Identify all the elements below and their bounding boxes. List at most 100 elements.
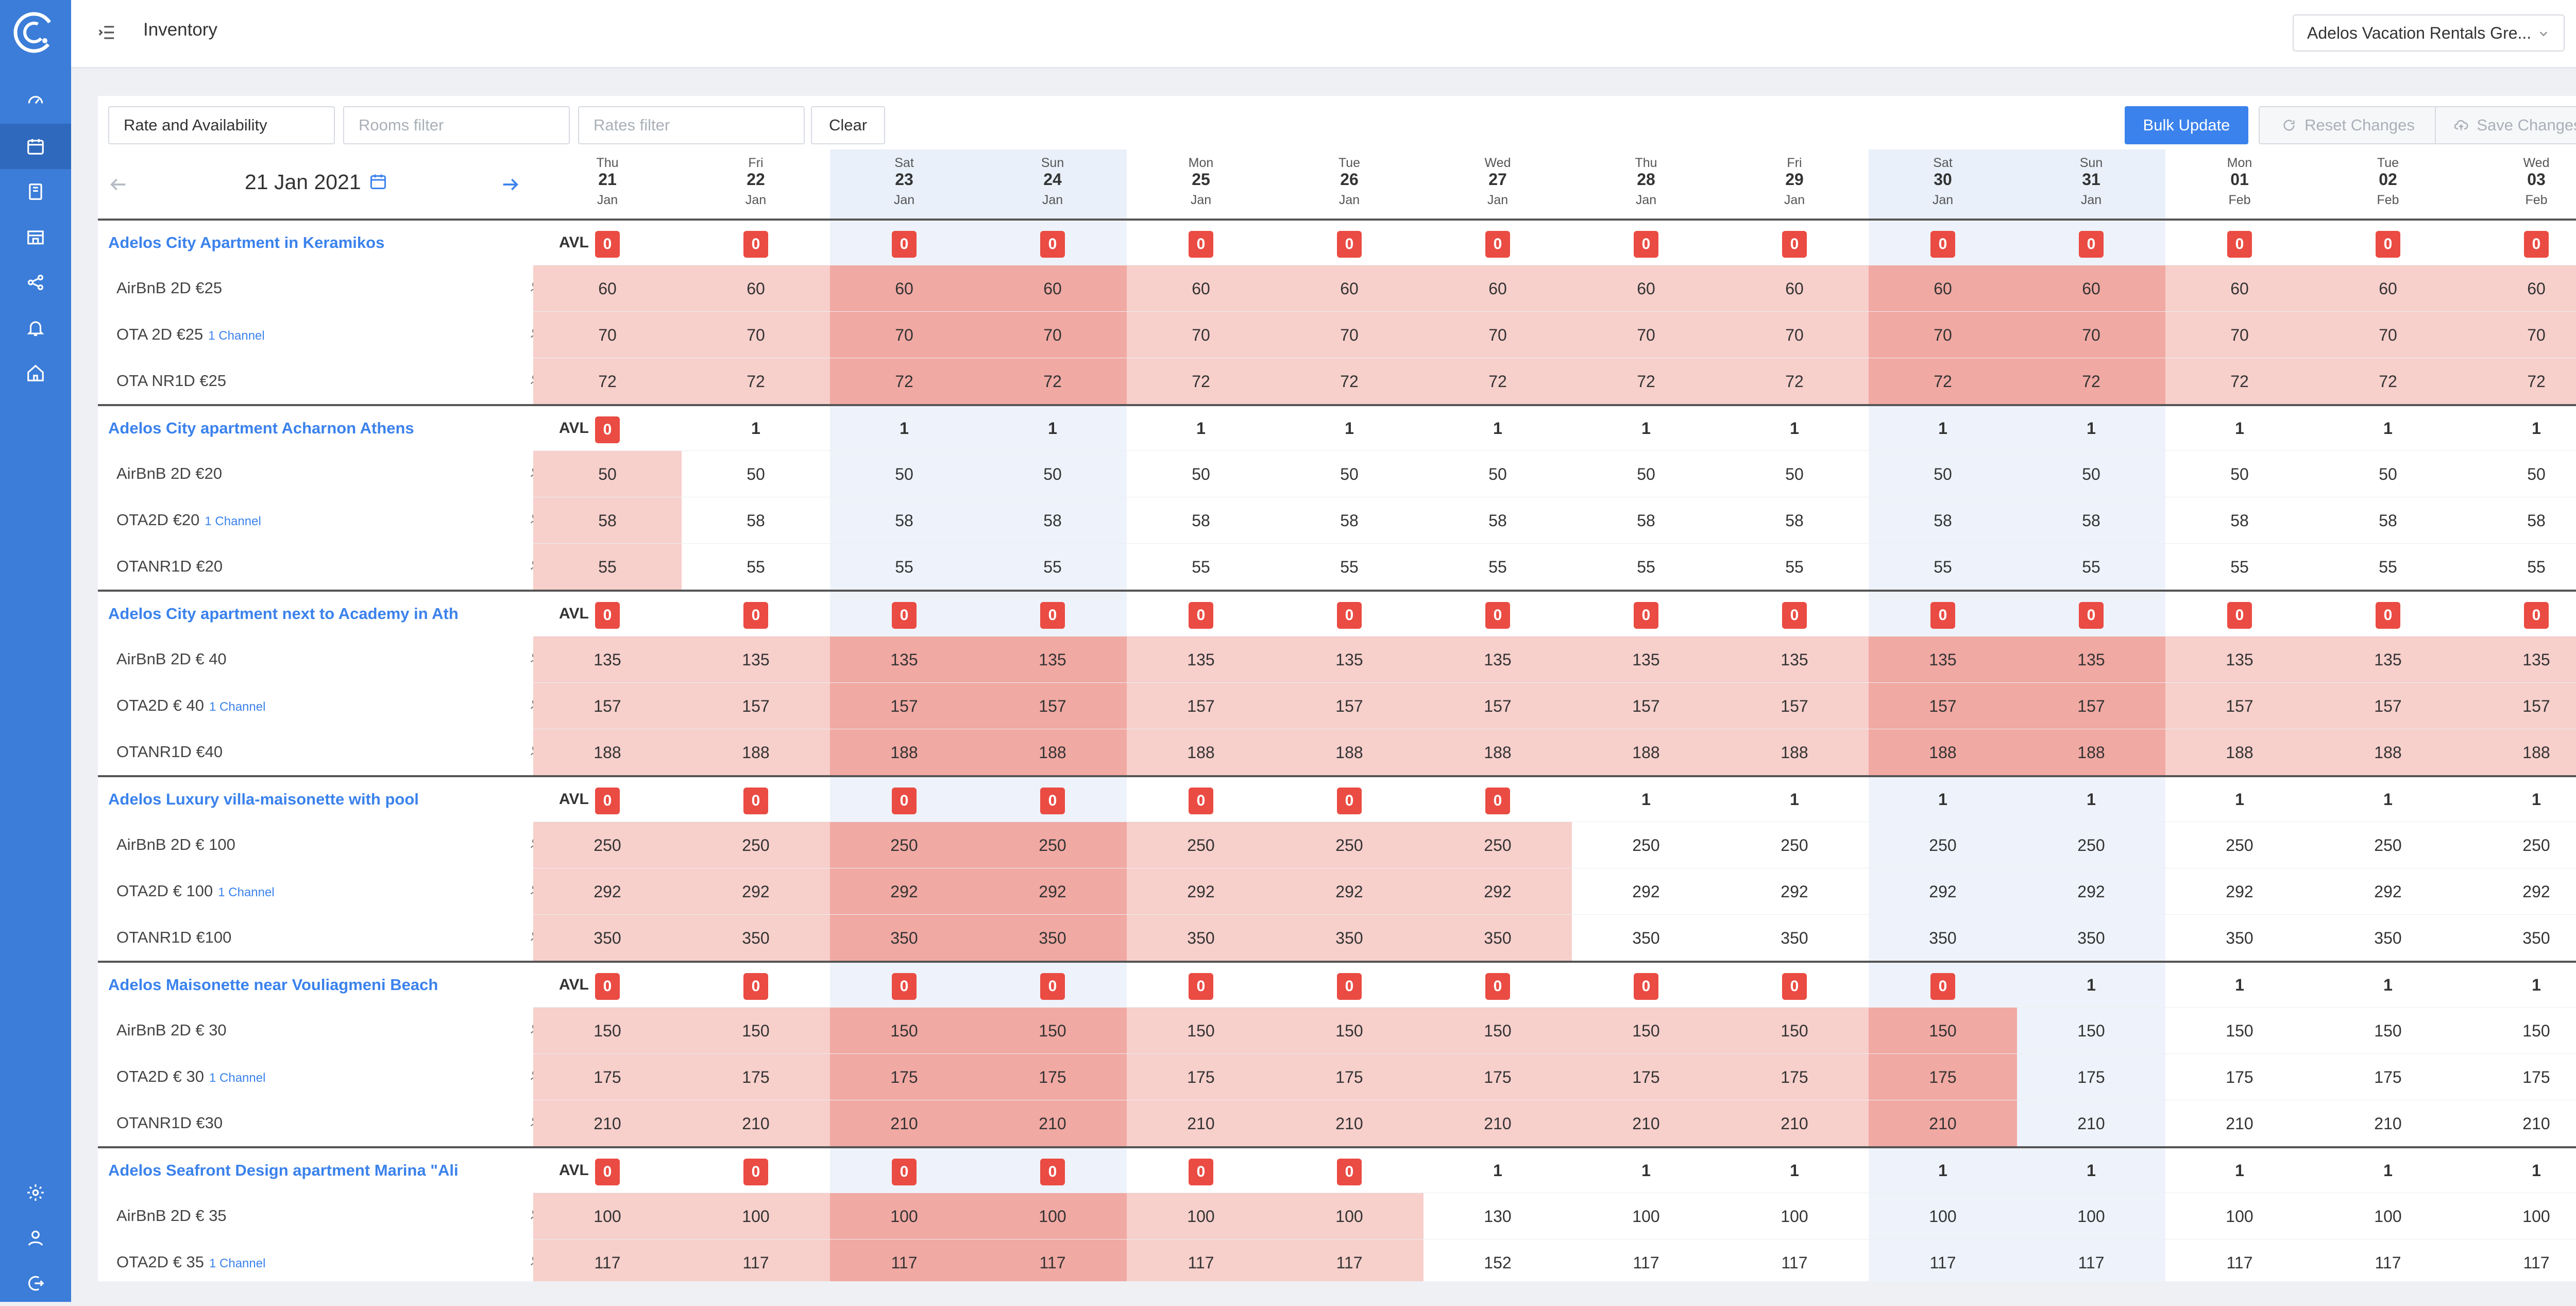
rate-cell[interactable]: 58 (1572, 497, 1720, 543)
rate-cell[interactable]: 292 (2462, 868, 2576, 914)
rate-cell[interactable]: 157 (978, 682, 1127, 729)
rate-cell[interactable]: 188 (1572, 729, 1720, 775)
availability-cell[interactable]: 0 (533, 963, 682, 1007)
channel-link[interactable]: 1 Channel (209, 1257, 266, 1270)
availability-cell[interactable]: 0 (2017, 592, 2165, 636)
bulk-update-button[interactable]: Bulk Update (2125, 106, 2248, 144)
availability-cell[interactable]: 0 (1127, 1148, 1275, 1193)
rate-cell[interactable]: 350 (1423, 914, 1572, 961)
rate-cell[interactable]: 55 (2462, 543, 2576, 590)
availability-cell[interactable]: 0 (1275, 777, 1423, 822)
availability-cell[interactable]: 1 (1423, 1148, 1572, 1193)
availability-cell[interactable]: 1 (1423, 406, 1572, 450)
availability-cell[interactable]: 1 (2165, 777, 2314, 822)
rate-name[interactable]: OTA2D € 40 1 Channel (116, 682, 472, 730)
channel-link[interactable]: 1 Channel (209, 1071, 266, 1085)
rate-cell[interactable]: 175 (2017, 1053, 2165, 1100)
rate-cell[interactable]: 72 (2314, 358, 2462, 404)
rate-cell[interactable]: 250 (1572, 822, 1720, 868)
property-select[interactable]: Adelos Vacation Rentals Gre... (2293, 14, 2565, 52)
availability-cell[interactable]: 1 (682, 406, 830, 450)
rate-cell[interactable]: 150 (1720, 1007, 1869, 1053)
rate-cell[interactable]: 292 (2165, 868, 2314, 914)
rate-cell[interactable]: 150 (1127, 1007, 1275, 1053)
rate-cell[interactable]: 70 (830, 311, 978, 358)
rate-cell[interactable]: 100 (978, 1193, 1127, 1239)
rate-cell[interactable]: 60 (682, 265, 830, 311)
room-name[interactable]: Adelos City apartment Acharnon Athens (108, 419, 414, 437)
rate-cell[interactable]: 70 (1869, 311, 2017, 358)
availability-cell[interactable]: 1 (2017, 406, 2165, 450)
rate-cell[interactable]: 55 (1869, 543, 2017, 590)
rate-cell[interactable]: 58 (2017, 497, 2165, 543)
rate-cell[interactable]: 72 (1869, 358, 2017, 404)
rate-cell[interactable]: 70 (2165, 311, 2314, 358)
rate-cell[interactable]: 250 (2314, 822, 2462, 868)
rate-cell[interactable]: 350 (1275, 914, 1423, 961)
rate-cell[interactable]: 55 (533, 543, 682, 590)
rate-cell[interactable]: 58 (978, 497, 1127, 543)
availability-cell[interactable]: 0 (830, 592, 978, 636)
rate-cell[interactable]: 250 (682, 822, 830, 868)
rate-cell[interactable]: 188 (1127, 729, 1275, 775)
availability-cell[interactable]: 1 (2314, 1148, 2462, 1193)
availability-cell[interactable]: 0 (1275, 592, 1423, 636)
rate-cell[interactable]: 50 (533, 450, 682, 497)
availability-cell[interactable]: 0 (978, 963, 1127, 1007)
rate-cell[interactable]: 117 (978, 1239, 1127, 1281)
rate-name[interactable]: OTA 2D €25 1 Channel (116, 311, 472, 359)
rate-cell[interactable]: 135 (2017, 636, 2165, 682)
rate-cell[interactable]: 70 (2017, 311, 2165, 358)
availability-cell[interactable]: 0 (533, 406, 682, 450)
sidebar-item-inventory[interactable] (0, 124, 71, 169)
rate-cell[interactable]: 135 (1720, 636, 1869, 682)
rate-cell[interactable]: 135 (978, 636, 1127, 682)
rate-cell[interactable]: 100 (1275, 1193, 1423, 1239)
rate-cell[interactable]: 70 (682, 311, 830, 358)
sidebar-item-logout[interactable] (0, 1261, 71, 1306)
rate-name[interactable]: AirBnB 2D € 30 (116, 1007, 472, 1053)
rate-cell[interactable]: 150 (978, 1007, 1127, 1053)
rate-cell[interactable]: 292 (533, 868, 682, 914)
availability-cell[interactable]: 1 (1720, 1148, 1869, 1193)
rate-cell[interactable]: 55 (1275, 543, 1423, 590)
rate-cell[interactable]: 72 (2165, 358, 2314, 404)
availability-cell[interactable]: 1 (1572, 1148, 1720, 1193)
rate-cell[interactable]: 292 (978, 868, 1127, 914)
rate-cell[interactable]: 157 (682, 682, 830, 729)
rate-name[interactable]: OTA2D €20 1 Channel (116, 497, 472, 545)
sidebar-item-properties[interactable] (0, 214, 71, 260)
channel-link[interactable]: 1 Channel (218, 885, 275, 899)
rate-cell[interactable]: 60 (2462, 265, 2576, 311)
rate-cell[interactable]: 60 (1720, 265, 1869, 311)
sidebar-item-dashboard[interactable] (0, 77, 71, 123)
rate-cell[interactable]: 210 (2314, 1100, 2462, 1146)
rate-cell[interactable]: 188 (978, 729, 1127, 775)
rates-filter-input[interactable] (578, 106, 805, 144)
rate-cell[interactable]: 135 (830, 636, 978, 682)
rate-name[interactable]: AirBnB 2D €25 (116, 265, 472, 311)
rate-cell[interactable]: 250 (1869, 822, 2017, 868)
rate-name[interactable]: OTA NR1D €25 (116, 358, 472, 404)
rate-cell[interactable]: 210 (1720, 1100, 1869, 1146)
rate-cell[interactable]: 130 (1423, 1193, 1572, 1239)
rate-cell[interactable]: 117 (2017, 1239, 2165, 1281)
availability-cell[interactable]: 0 (1127, 963, 1275, 1007)
rate-cell[interactable]: 150 (1869, 1007, 2017, 1053)
rate-name[interactable]: OTANR1D €30 (116, 1100, 472, 1146)
rate-cell[interactable]: 150 (2462, 1007, 2576, 1053)
rate-cell[interactable]: 60 (1423, 265, 1572, 311)
rate-cell[interactable]: 72 (1423, 358, 1572, 404)
rate-cell[interactable]: 157 (1423, 682, 1572, 729)
rate-cell[interactable]: 210 (1572, 1100, 1720, 1146)
availability-cell[interactable]: 0 (978, 592, 1127, 636)
rate-cell[interactable]: 175 (2165, 1053, 2314, 1100)
availability-cell[interactable]: 1 (2017, 1148, 2165, 1193)
rate-cell[interactable]: 175 (1127, 1053, 1275, 1100)
rate-cell[interactable]: 210 (533, 1100, 682, 1146)
rate-cell[interactable]: 72 (978, 358, 1127, 404)
availability-cell[interactable]: 0 (682, 592, 830, 636)
availability-cell[interactable]: 0 (830, 777, 978, 822)
view-select[interactable] (108, 106, 335, 144)
rate-cell[interactable]: 175 (2462, 1053, 2576, 1100)
